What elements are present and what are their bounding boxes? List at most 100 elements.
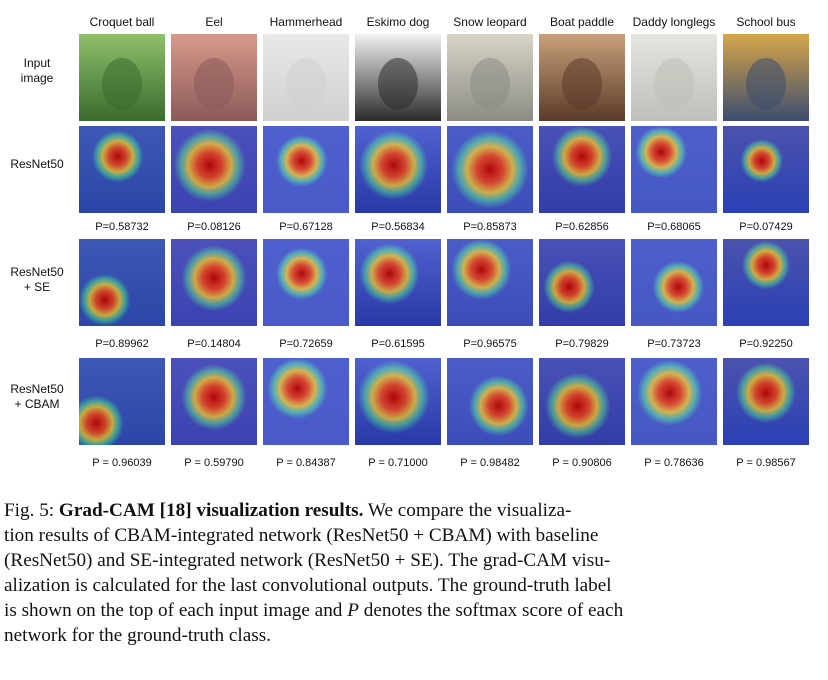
- caption-text-1: We compare the visualiza-: [363, 500, 572, 521]
- image-subject: [470, 58, 510, 110]
- column-header: Snow leopard: [453, 15, 527, 29]
- row-label-line: ResNet50: [10, 265, 64, 279]
- softmax-score: P = 0.98567: [736, 457, 796, 469]
- heatmap-hotspot: [263, 239, 349, 326]
- softmax-score: P=0.07429: [739, 221, 793, 233]
- row-label-line: ResNet50: [10, 156, 64, 171]
- row-label-line: image: [20, 71, 54, 85]
- softmax-score: P = 0.90806: [552, 457, 612, 469]
- softmax-score: P=0.08126: [187, 221, 241, 233]
- heatmap-hotspot: [723, 358, 809, 445]
- input-image: [171, 34, 257, 121]
- softmax-score: P=0.96575: [463, 338, 517, 350]
- gradcam-heatmap: [355, 126, 441, 213]
- row-label: ResNet50 + CBAM: [0, 382, 74, 412]
- image-subject: [654, 58, 694, 110]
- row-label: Input image: [0, 56, 74, 86]
- softmax-score: P=0.72659: [279, 338, 333, 350]
- image-subject: [746, 58, 786, 110]
- image-subject: [102, 58, 142, 110]
- row-label: ResNet50 + SE: [0, 265, 74, 295]
- caption-line-5: is shown on the top of each input image …: [4, 598, 818, 623]
- row-label-line: + CBAM: [14, 397, 60, 411]
- column-header: Hammerhead: [269, 15, 343, 29]
- softmax-score: P = 0.71000: [368, 457, 428, 469]
- heatmap-hotspot: [631, 126, 717, 213]
- caption-text-5a: is shown on the top of each input image …: [4, 600, 348, 621]
- softmax-score: P = 0.59790: [184, 457, 244, 469]
- softmax-score: P=0.92250: [739, 338, 793, 350]
- gradcam-heatmap: [263, 239, 349, 326]
- heatmap-hotspot: [171, 126, 257, 213]
- heatmap-hotspot: [263, 358, 349, 445]
- heatmap-hotspot: [355, 126, 441, 213]
- softmax-score: P = 0.78636: [644, 457, 704, 469]
- gradcam-heatmap: [171, 239, 257, 326]
- caption-prefix: Fig. 5:: [4, 500, 59, 521]
- gradcam-heatmap: [79, 239, 165, 326]
- softmax-score: P=0.68065: [647, 221, 701, 233]
- heatmap-hotspot: [447, 126, 533, 213]
- caption-line-6: network for the ground-truth class.: [4, 625, 271, 646]
- input-image: [723, 34, 809, 121]
- heatmap-hotspot: [539, 239, 625, 326]
- gradcam-heatmap: [79, 358, 165, 445]
- heatmap-hotspot: [79, 358, 165, 445]
- gradcam-heatmap: [723, 239, 809, 326]
- column-header: Boat paddle: [549, 15, 615, 29]
- gradcam-heatmap: [171, 358, 257, 445]
- gradcam-heatmap: [171, 126, 257, 213]
- caption-line-1: Fig. 5: Grad-CAM [18] visualization resu…: [4, 498, 818, 523]
- gradcam-heatmap: [447, 126, 533, 213]
- caption-line-4: alization is calculated for the last con…: [4, 575, 612, 596]
- caption-text-5b: denotes the softmax score of each: [358, 600, 624, 621]
- heatmap-hotspot: [171, 239, 257, 326]
- gradcam-heatmap: [539, 239, 625, 326]
- input-image: [79, 34, 165, 121]
- softmax-score: P=0.89962: [95, 338, 149, 350]
- heatmap-hotspot: [723, 239, 809, 326]
- input-image: [447, 34, 533, 121]
- column-header: Eskimo dog: [366, 15, 430, 29]
- gradcam-heatmap: [355, 239, 441, 326]
- row-label-line: ResNet50: [10, 382, 64, 396]
- gradcam-heatmap: [631, 358, 717, 445]
- image-subject: [194, 58, 234, 110]
- heatmap-hotspot: [355, 239, 441, 326]
- heatmap-hotspot: [79, 126, 165, 213]
- softmax-score: P=0.73723: [647, 338, 701, 350]
- caption-symbol-p: P: [347, 600, 359, 621]
- heatmap-hotspot: [447, 358, 533, 445]
- heatmap-hotspot: [539, 358, 625, 445]
- input-image: [539, 34, 625, 121]
- row-label: ResNet50: [0, 157, 74, 172]
- softmax-score: P = 0.96039: [92, 457, 152, 469]
- gradcam-heatmap: [263, 126, 349, 213]
- heatmap-hotspot: [447, 239, 533, 326]
- gradcam-heatmap: [355, 358, 441, 445]
- heatmap-hotspot: [631, 239, 717, 326]
- input-image: [631, 34, 717, 121]
- softmax-score: P=0.58732: [95, 221, 149, 233]
- gradcam-heatmap: [539, 358, 625, 445]
- caption-line-3: (ResNet50) and SE-integrated network (Re…: [4, 550, 611, 571]
- gradcam-heatmap: [631, 126, 717, 213]
- input-image: [263, 34, 349, 121]
- softmax-score: P=0.14804: [187, 338, 241, 350]
- gradcam-heatmap: [723, 126, 809, 213]
- gradcam-heatmap: [447, 239, 533, 326]
- gradcam-heatmap: [631, 239, 717, 326]
- image-subject: [562, 58, 602, 110]
- softmax-score: P=0.56834: [371, 221, 425, 233]
- softmax-score: P=0.79829: [555, 338, 609, 350]
- image-subject: [286, 58, 326, 110]
- softmax-score: P=0.61595: [371, 338, 425, 350]
- gradcam-figure: Croquet ball Eel Hammerhead Eskimo dog Snow …: [0, 15, 809, 469]
- heatmap-hotspot: [171, 358, 257, 445]
- gradcam-heatmap: [447, 358, 533, 445]
- caption-title: Grad-CAM [18] visualization results.: [58, 500, 364, 521]
- softmax-score: P = 0.98482: [460, 457, 520, 469]
- heatmap-hotspot: [539, 126, 625, 213]
- column-header: Eel: [205, 15, 223, 29]
- gradcam-heatmap: [723, 358, 809, 445]
